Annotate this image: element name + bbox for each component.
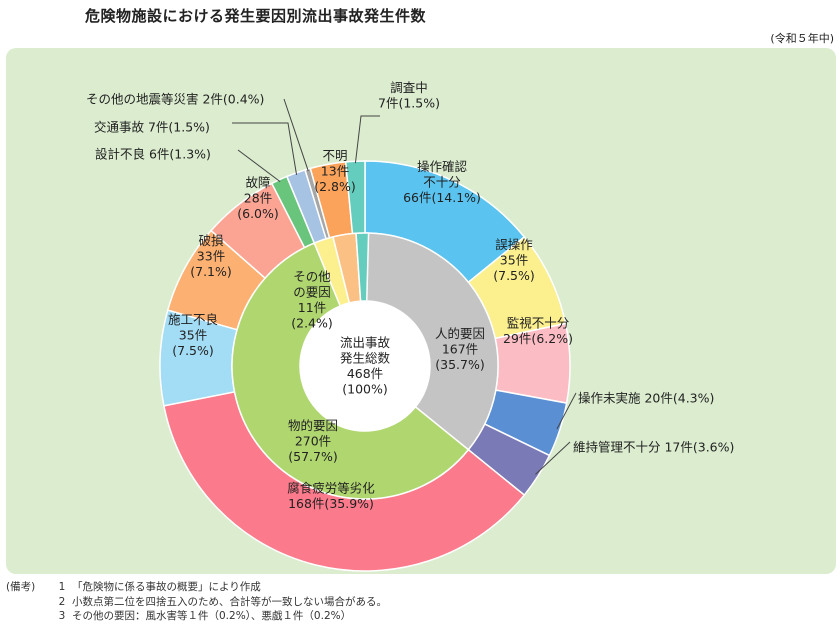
outer-label: 操作未実施 20件(4.3%)	[578, 390, 714, 405]
outer-label: 調査中 7件(1.5%)	[378, 80, 440, 111]
note-number: 1	[58, 581, 66, 593]
note-text: 「危険物に係る事故の概要」により作成	[72, 581, 261, 593]
inner-label: 人的要因 167件(35.7%)	[435, 326, 485, 372]
outer-label: 不明 13件(2.8%)	[314, 148, 356, 194]
outer-label: 故障 28件(6.0%)	[237, 175, 279, 221]
leader-line	[556, 392, 577, 430]
outer-label: 操作確認不十分 66件(14.1%)	[403, 159, 481, 205]
note-number: 3	[58, 610, 66, 622]
leader-line	[535, 441, 571, 475]
center-label: 流出事故発生総数 468件(100%)	[340, 335, 391, 397]
outer-label: 施工不良 35件(7.5%)	[168, 312, 218, 358]
outer-label: 設計不良 6件(1.3%)	[95, 146, 211, 161]
leader-line	[354, 115, 380, 164]
chart-panel: 流出事故発生総数 468件(100%) 人的要因 167件(35.7%) 物的要因 270…	[6, 48, 836, 574]
outer-label: 交通事故 7件(1.5%)	[94, 119, 210, 134]
center-hole	[300, 301, 430, 431]
note-row-1: (備考) 1 「危険物に係る事故の概要」により作成	[6, 580, 387, 595]
note-number: 2	[58, 595, 66, 608]
outer-label: 破損 33件(7.1%)	[190, 233, 232, 279]
inner-label: 物的要因 270件(57.7%)	[288, 418, 338, 464]
outer-label: 維持管理不十分 17件(3.6%)	[573, 439, 734, 454]
fiscal-year-label: (令和５年中)	[770, 32, 834, 45]
note-row-2: 2 小数点第二位を四捨五入のため、合計等が一致しない場合がある。	[6, 595, 387, 610]
notes-heading: (備考)	[6, 581, 36, 593]
note-row-3: 3 その他の要因：風水害等１件（0.2%）、悪戯１件（0.2%）	[6, 609, 387, 624]
donut-chart: 流出事故発生総数 468件(100%) 人的要因 167件(35.7%) 物的要因 270…	[86, 80, 734, 572]
leader-line	[283, 98, 309, 172]
outer-label: その他の地震等災害 2件(0.4%)	[86, 91, 264, 106]
outer-label: 監視不十分 29件(6.2%)	[503, 316, 573, 347]
note-text: その他の要因：風水害等１件（0.2%）、悪戯１件（0.2%）	[72, 610, 352, 622]
leader-line	[237, 149, 281, 183]
note-text: 小数点第二位を四捨五入のため、合計等が一致しない場合がある。	[72, 595, 387, 608]
chart-title: 危険物施設における発生要因別流出事故発生件数	[85, 7, 427, 25]
leader-line	[232, 122, 298, 175]
notes: (備考) 1 「危険物に係る事故の概要」により作成 2 小数点第二位を四捨五入の…	[6, 580, 387, 624]
outer-label: 誤操作 35件(7.5%)	[493, 237, 535, 283]
inner-label: その他の要因 11件(2.4%)	[291, 269, 333, 331]
outer-label: 腐食疲労等劣化 168件(35.9%)	[287, 481, 375, 512]
